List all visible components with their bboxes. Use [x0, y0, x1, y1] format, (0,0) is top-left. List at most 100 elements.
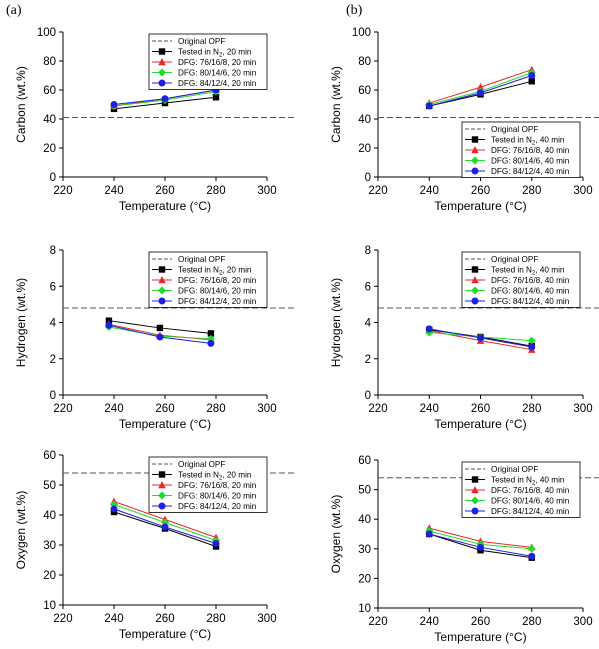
y-tick-label: 20: [358, 573, 371, 585]
x-tick-label: 220: [53, 613, 72, 625]
y-axis-label: Hydrogen (wt.%): [329, 278, 343, 367]
y-tick-label: 30: [43, 540, 56, 552]
legend-label-dfg84: DFG: 84/12/4, 20 min: [178, 79, 257, 88]
y-tick-label: 40: [358, 514, 371, 526]
x-tick-label: 300: [573, 403, 592, 415]
legend-label-n2: Tested in N2, 20 min: [178, 266, 252, 277]
x-tick-label: 260: [471, 616, 490, 628]
x-tick-label: 260: [155, 403, 174, 415]
chart-4-a-oxygen: 10 20 30 40 50 60 220 240 260 280 300 Temperature (…: [14, 450, 295, 641]
legend-label-dfg80: DFG: 80/14/6, 40 min: [491, 287, 570, 296]
x-tick-label: 300: [573, 185, 592, 197]
data-point-dfg84: [528, 343, 536, 351]
legend-marker-dfg80: [471, 496, 479, 505]
y-tick-label: 30: [358, 544, 371, 556]
x-tick-label: 280: [206, 185, 225, 197]
legend-label-dfg76: DFG: 76/16/8, 20 min: [178, 58, 257, 67]
x-tick-label: 240: [104, 403, 123, 415]
legend-label-n2: Tested in N2, 20 min: [178, 48, 252, 59]
legend-label-dfg76: DFG: 76/16/8, 40 min: [491, 276, 570, 285]
legend-label-original: Original OPF: [178, 255, 225, 264]
legend-label-dfg84: DFG: 84/12/4, 20 min: [178, 297, 257, 306]
data-point-dfg84: [528, 72, 536, 79]
y-tick-label: 60: [358, 85, 371, 97]
legend-label-dfg76: DFG: 76/16/8, 20 min: [178, 276, 257, 285]
legend-marker-dfg76: [158, 481, 166, 489]
x-axis-label: Temperature (°C): [119, 627, 211, 641]
legend-marker-dfg84: [158, 502, 166, 510]
legend-marker-dfg84: [471, 167, 479, 175]
x-tick-label: 260: [471, 185, 490, 197]
data-point-dfg84: [477, 543, 484, 551]
x-tick-label: 280: [522, 403, 541, 415]
data-point-dfg84: [161, 523, 169, 531]
y-tick-label: 6: [365, 281, 371, 293]
y-tick-label: 100: [37, 27, 56, 39]
data-point-dfg84: [207, 339, 215, 347]
legend-marker-n2: [158, 266, 166, 273]
data-point-dfg84: [156, 333, 164, 341]
data-point-dfg80: [527, 336, 536, 345]
legend-marker-n2: [158, 48, 166, 55]
x-tick-label: 240: [420, 616, 439, 628]
y-axis-label: Hydrogen (wt.%): [14, 278, 28, 367]
legend-label-original: Original OPF: [491, 255, 538, 264]
legend-marker-n2: [158, 471, 166, 478]
y-tick-label: 4: [365, 318, 372, 330]
y-tick-label: 40: [358, 114, 371, 126]
x-tick-label: 280: [206, 613, 225, 625]
y-tick-label: 0: [365, 390, 371, 402]
y-tick-label: 50: [358, 485, 371, 497]
y-tick-label: 0: [365, 172, 371, 184]
x-tick-label: 220: [368, 185, 387, 197]
legend-label-dfg80: DFG: 80/14/6, 20 min: [178, 69, 257, 78]
panel-label-b: (b): [346, 3, 363, 18]
x-axis-label: Temperature (°C): [434, 199, 526, 213]
chart-3-b-hydrogen: 0 2 4 6 8 220 240 260 280 300 Temperature (°C) Hydr…: [329, 245, 599, 431]
x-tick-label: 240: [420, 403, 439, 415]
x-tick-label: 240: [104, 613, 123, 625]
chart-5-b-oxygen: 10 20 30 40 50 60 220 240 260 280 300 Temperature (…: [329, 455, 599, 644]
y-axis-label: Oxygen (wt.%): [14, 491, 28, 570]
x-tick-label: 220: [368, 403, 387, 415]
legend-marker-dfg84: [158, 79, 166, 87]
legend-label-original: Original OPF: [491, 465, 538, 474]
data-point-dfg84: [110, 101, 118, 108]
legend-marker-dfg80: [471, 156, 479, 165]
x-tick-label: 300: [573, 616, 592, 628]
legend-label-dfg76: DFG: 76/16/8, 20 min: [178, 481, 257, 490]
legend-label-dfg84: DFG: 84/12/4, 40 min: [491, 167, 570, 176]
y-tick-label: 8: [50, 245, 56, 257]
panel-label-a: (a): [6, 3, 22, 18]
data-point-dfg84: [110, 505, 118, 513]
y-tick-label: 10: [358, 603, 371, 615]
y-tick-label: 40: [43, 114, 56, 126]
legend-label-dfg84: DFG: 84/12/4, 40 min: [491, 297, 570, 306]
y-tick-label: 40: [43, 510, 56, 522]
x-tick-label: 240: [420, 185, 439, 197]
x-tick-label: 280: [522, 185, 541, 197]
x-tick-label: 300: [257, 403, 276, 415]
data-point-dfg76: [476, 83, 485, 91]
data-point-dfg84: [477, 334, 484, 342]
y-tick-label: 0: [50, 390, 56, 402]
legend-label-dfg76: DFG: 76/16/8, 40 min: [491, 486, 570, 495]
x-tick-label: 260: [471, 403, 490, 415]
x-tick-label: 300: [257, 613, 276, 625]
legend-marker-dfg76: [158, 276, 166, 284]
y-axis-label: Carbon (wt.%): [14, 66, 28, 143]
x-axis-label: Temperature (°C): [119, 417, 211, 431]
legend-marker-dfg76: [471, 276, 479, 284]
data-point-dfg84: [105, 321, 113, 329]
chart-1-b-carbon: 0 20 40 60 80 100 220 240 260 280 300 Temperature (…: [329, 27, 599, 213]
y-tick-label: 20: [358, 143, 371, 155]
x-tick-label: 260: [155, 613, 174, 625]
legend-label-n2: Tested in N2, 40 min: [491, 266, 565, 277]
y-tick-label: 60: [358, 455, 371, 467]
legend-marker-dfg76: [471, 486, 479, 494]
data-point-dfg84: [212, 540, 220, 547]
y-tick-label: 4: [50, 318, 57, 330]
x-tick-label: 240: [104, 185, 123, 197]
